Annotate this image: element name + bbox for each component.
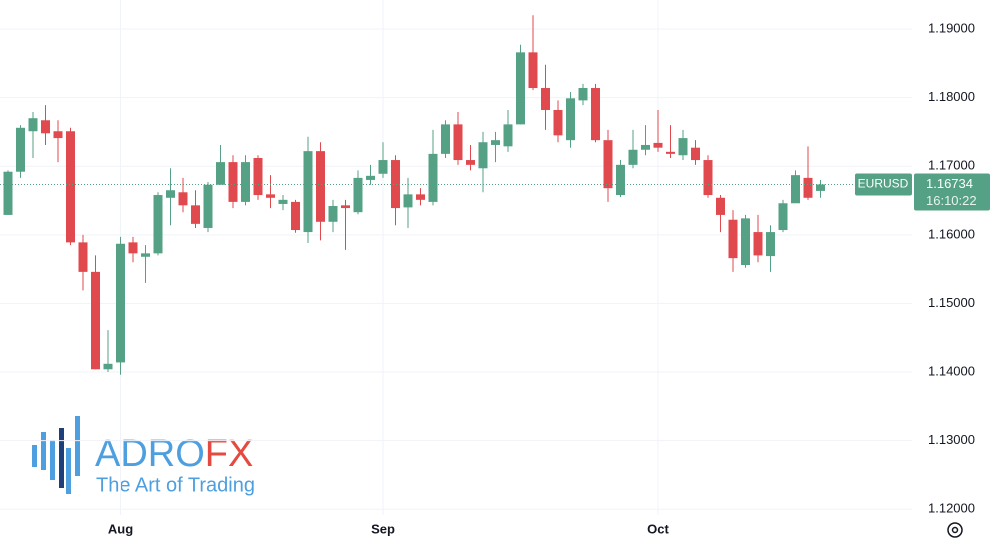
candle-body xyxy=(416,194,425,200)
candle-body xyxy=(578,88,588,101)
candle-body xyxy=(266,194,275,198)
logo: ADROFX The Art of Trading xyxy=(32,416,255,496)
icon-core xyxy=(951,526,959,534)
candle-body xyxy=(341,205,350,209)
candle-body xyxy=(3,171,13,215)
candle-body xyxy=(541,88,550,110)
logo-bar xyxy=(75,416,80,476)
logo-brand-accent: FX xyxy=(205,433,254,475)
candle-body xyxy=(216,162,225,185)
candle-body xyxy=(153,195,163,254)
candle-body xyxy=(691,147,700,161)
candle-body xyxy=(178,192,188,206)
candle-body xyxy=(28,118,38,132)
symbol-label-bg xyxy=(855,173,912,196)
candle-body xyxy=(428,153,438,202)
candle-body xyxy=(228,162,238,202)
candle-body xyxy=(303,151,313,233)
logo-bar xyxy=(50,440,55,480)
logo-bar xyxy=(59,428,64,488)
y-tick-label: 1.17000 xyxy=(928,158,975,173)
candle-body xyxy=(591,88,600,141)
candle-body xyxy=(716,197,725,215)
candle-body xyxy=(166,190,175,198)
countdown-label: 16:10:22 xyxy=(926,193,977,208)
candle-body xyxy=(766,232,775,257)
candle-body xyxy=(78,242,88,272)
y-tick-label: 1.14000 xyxy=(928,363,975,378)
candle-body xyxy=(366,175,375,180)
candle-body xyxy=(53,131,63,139)
y-tick-label: 1.19000 xyxy=(928,20,975,35)
y-tick-label: 1.15000 xyxy=(928,295,975,310)
candle-body xyxy=(528,52,538,89)
candle-body xyxy=(241,162,250,202)
x-tick-label: Oct xyxy=(647,521,669,536)
candle-body xyxy=(441,124,450,154)
candle-body xyxy=(128,242,138,254)
x-tick-label: Aug xyxy=(108,521,133,536)
candle-body xyxy=(666,151,675,154)
candle-body xyxy=(253,157,263,196)
candle-body xyxy=(103,363,113,370)
candle-body xyxy=(566,98,575,141)
candle-body xyxy=(816,184,825,191)
candle-body xyxy=(503,124,513,147)
y-tick-label: 1.16000 xyxy=(928,226,975,241)
candle-body xyxy=(328,206,338,222)
candle-body xyxy=(791,175,800,204)
candle-body xyxy=(553,109,563,136)
candle-body xyxy=(516,52,525,125)
candle-body xyxy=(403,194,413,208)
candle-body xyxy=(391,160,400,209)
y-tick-label: 1.13000 xyxy=(928,432,975,447)
candle-body xyxy=(353,177,363,213)
candle-body xyxy=(316,151,325,222)
candle-body xyxy=(453,124,463,161)
x-tick-label: Sep xyxy=(371,521,395,536)
candle-body xyxy=(703,160,713,196)
symbol-label: EURUSD xyxy=(858,177,909,191)
candle-body xyxy=(491,140,500,145)
candle-body xyxy=(803,177,813,198)
candle-body xyxy=(466,160,475,165)
candle-body xyxy=(653,142,663,148)
logo-bar xyxy=(66,448,71,494)
candle-body xyxy=(66,131,75,243)
y-tick-label: 1.18000 xyxy=(928,89,975,104)
candle-body xyxy=(616,164,625,196)
candle-body xyxy=(191,205,200,224)
logo-bar xyxy=(41,432,46,470)
candle-body xyxy=(41,120,50,134)
price-label: 1.16734 xyxy=(926,176,973,191)
logo-tagline: The Art of Trading xyxy=(96,474,255,496)
candle-body xyxy=(741,218,750,266)
candle-body xyxy=(478,142,488,169)
candle-body xyxy=(16,127,25,172)
candle-body xyxy=(678,138,688,156)
candle-body xyxy=(628,149,638,165)
candle-body xyxy=(278,199,288,204)
icon-ring xyxy=(947,522,963,538)
candle-body xyxy=(203,184,213,228)
candle-body xyxy=(753,232,763,256)
logo-brand: ADROFX xyxy=(95,433,253,475)
settings-icon[interactable] xyxy=(947,522,963,538)
candle-body xyxy=(141,253,150,257)
candle-body xyxy=(778,203,788,231)
candle-body xyxy=(603,140,613,189)
candle-body xyxy=(91,271,100,370)
candle-body xyxy=(116,243,125,363)
candle-body xyxy=(641,144,650,150)
logo-brand-main: ADRO xyxy=(95,433,205,475)
y-tick-label: 1.12000 xyxy=(928,501,975,516)
candle-body xyxy=(728,219,738,259)
price-label-bg xyxy=(914,173,990,211)
logo-bar xyxy=(32,445,37,467)
candle-body xyxy=(378,160,388,174)
candle-body xyxy=(291,201,300,231)
